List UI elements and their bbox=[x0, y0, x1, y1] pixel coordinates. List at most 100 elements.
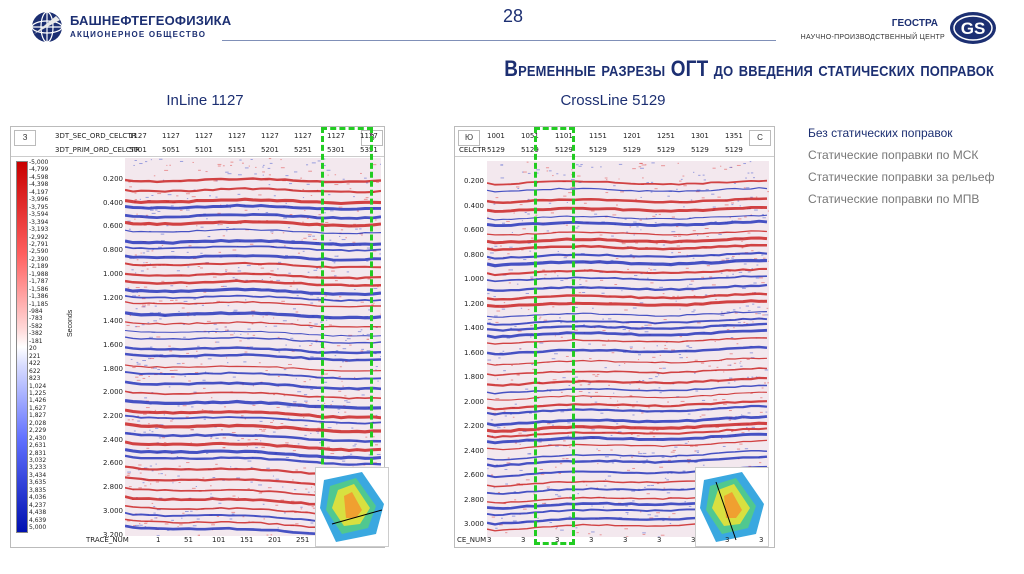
seismic-noise bbox=[352, 241, 356, 243]
seismic-noise bbox=[632, 307, 637, 309]
seismic-noise bbox=[524, 211, 527, 213]
seismic-noise bbox=[644, 331, 649, 333]
seismic-noise bbox=[140, 270, 144, 272]
seismic-noise bbox=[501, 517, 503, 519]
seismic-noise bbox=[746, 427, 748, 429]
seismic-noise bbox=[565, 355, 569, 357]
seismic-noise bbox=[333, 262, 336, 264]
reflector-line bbox=[487, 421, 768, 434]
seismic-noise bbox=[323, 373, 328, 375]
seismic-noise bbox=[201, 409, 204, 411]
seismic-noise bbox=[722, 445, 726, 447]
seismic-noise bbox=[578, 165, 582, 167]
seismic-noise bbox=[237, 174, 242, 176]
seismic-noise bbox=[184, 510, 189, 512]
seismic-noise bbox=[607, 318, 612, 320]
reflector-line bbox=[125, 287, 381, 297]
seismic-noise bbox=[128, 486, 132, 488]
seismic-noise bbox=[654, 188, 658, 190]
seismic-noise bbox=[731, 202, 734, 204]
seismic-noise bbox=[252, 334, 256, 336]
seismic-noise bbox=[308, 170, 312, 172]
seismic-noise bbox=[287, 363, 292, 365]
seismic-noise bbox=[193, 298, 196, 300]
seismic-noise bbox=[284, 245, 286, 247]
seismic-noise bbox=[158, 437, 162, 439]
seismic-noise bbox=[176, 270, 180, 272]
seismic-noise bbox=[237, 439, 240, 441]
y-tick-label: 1.800 bbox=[102, 364, 123, 373]
seismic-noise bbox=[739, 362, 741, 364]
seismic-noise bbox=[493, 296, 496, 298]
seismic-noise bbox=[490, 252, 494, 254]
seismic-noise bbox=[263, 428, 267, 430]
seismic-noise bbox=[649, 431, 654, 433]
legend-item-msk-statics[interactable]: Статические поправки по МСК bbox=[808, 148, 979, 162]
seismic-noise bbox=[565, 224, 568, 226]
seismic-noise bbox=[158, 158, 163, 160]
reflector-line bbox=[125, 311, 381, 320]
seismic-noise bbox=[751, 376, 754, 378]
seismic-noise bbox=[531, 237, 534, 239]
reflector-line bbox=[125, 187, 381, 194]
seismic-noise bbox=[676, 295, 679, 297]
seismic-noise bbox=[728, 410, 732, 412]
seismic-noise bbox=[755, 313, 758, 315]
seismic-noise bbox=[659, 466, 664, 468]
seismic-noise bbox=[331, 270, 335, 272]
seismic-noise bbox=[522, 508, 527, 510]
reflector-line bbox=[487, 427, 768, 439]
seismic-noise bbox=[361, 348, 365, 350]
seismic-noise bbox=[327, 174, 329, 176]
seismic-noise bbox=[319, 267, 322, 269]
seismic-noise bbox=[186, 198, 189, 200]
seismic-noise bbox=[717, 381, 720, 383]
seismic-noise bbox=[729, 217, 731, 219]
seismic-noise bbox=[133, 525, 136, 527]
reflector-line bbox=[125, 371, 381, 380]
seismic-noise bbox=[505, 483, 508, 485]
seismic-noise bbox=[511, 232, 513, 234]
reflector-line bbox=[125, 228, 381, 235]
seismic-noise bbox=[144, 522, 148, 524]
seismic-noise bbox=[704, 294, 708, 296]
seismic-noise bbox=[687, 285, 689, 287]
y-tick-label: 1.200 bbox=[463, 299, 484, 308]
seismic-noise bbox=[182, 323, 185, 325]
seismic-noise bbox=[186, 193, 190, 195]
legend-item-mpv-statics[interactable]: Статические поправки по МПВ bbox=[808, 192, 980, 206]
seismic-noise bbox=[262, 174, 264, 176]
seismic-noise bbox=[684, 442, 688, 444]
seismic-noise bbox=[721, 259, 725, 261]
seismic-noise bbox=[232, 249, 237, 251]
reflector-line bbox=[487, 376, 768, 387]
seismic-noise bbox=[183, 300, 188, 302]
seismic-noise bbox=[127, 471, 131, 473]
trace-value: 251 bbox=[296, 536, 310, 544]
seismic-noise bbox=[635, 242, 639, 244]
seismic-noise bbox=[231, 432, 236, 434]
legend-item-no-statics[interactable]: Без статических поправок bbox=[808, 126, 953, 140]
seismic-noise bbox=[323, 381, 328, 383]
seismic-noise bbox=[156, 517, 158, 519]
seismic-noise bbox=[203, 418, 206, 420]
reflector-line bbox=[487, 187, 768, 193]
colorbar-label: 3,032 bbox=[29, 457, 47, 464]
seismic-noise bbox=[661, 456, 665, 458]
seismic-noise bbox=[503, 410, 506, 412]
seismic-noise bbox=[515, 186, 520, 188]
seismic-noise bbox=[654, 515, 659, 517]
seismic-noise bbox=[283, 512, 286, 514]
legend-item-relief-statics[interactable]: Статические поправки за рельеф bbox=[808, 170, 995, 184]
seismic-noise bbox=[135, 287, 140, 289]
seismic-noise bbox=[292, 479, 294, 481]
seismic-noise bbox=[297, 391, 302, 393]
trace-value: 3 bbox=[691, 536, 696, 544]
seismic-noise bbox=[164, 169, 169, 171]
seismic-noise bbox=[351, 427, 354, 429]
trace-label: CE_NUM bbox=[457, 536, 487, 544]
seismic-noise bbox=[135, 376, 139, 378]
seismic-noise bbox=[636, 435, 640, 437]
seismic-noise bbox=[205, 452, 209, 454]
colorbar-label: 3,835 bbox=[29, 486, 47, 494]
